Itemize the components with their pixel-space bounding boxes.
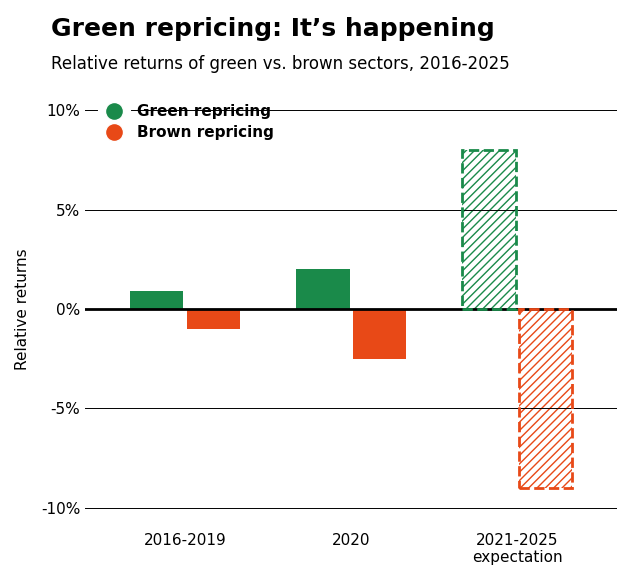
Bar (186, 309, 240, 329)
Bar (296, 269, 349, 309)
Legend: Green repricing, Brown repricing: Green repricing, Brown repricing (93, 98, 280, 146)
Bar (353, 309, 406, 359)
Y-axis label: Relative returns: Relative returns (15, 248, 30, 370)
Bar (130, 291, 183, 309)
Text: Relative returns of green vs. brown sectors, 2016-2025: Relative returns of green vs. brown sect… (51, 55, 509, 73)
Text: Green repricing: It’s happening: Green repricing: It’s happening (51, 17, 494, 41)
Bar (463, 150, 516, 309)
Bar (519, 309, 572, 488)
